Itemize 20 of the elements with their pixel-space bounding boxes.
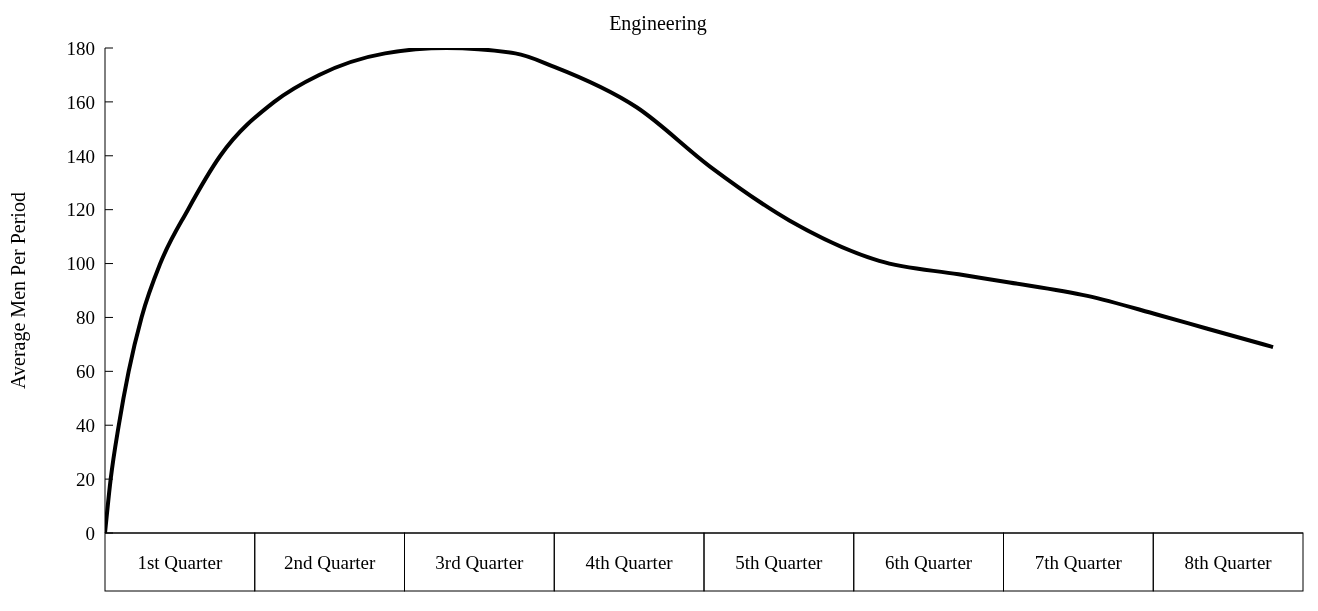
y-tick-label: 60 (76, 361, 95, 383)
y-tick-label: 100 (66, 253, 95, 275)
y-tick-label: 20 (76, 468, 95, 490)
x-tick-label: 3rd Quarter (435, 552, 525, 573)
x-tick-label: 2nd Quarter (283, 552, 376, 573)
x-tick-label: 1st Quarter (137, 552, 224, 573)
y-tick-label: 180 (66, 37, 95, 59)
y-tick-label: 80 (76, 307, 95, 329)
y-axis-title: Average Men Per Period (7, 192, 31, 389)
y-tick-label: 40 (76, 414, 95, 436)
x-tick-label: 8th Quarter (1184, 552, 1273, 573)
chart-title: Engineering (608, 11, 708, 37)
y-tick-label: 160 (66, 91, 95, 113)
y-tick-label: 120 (66, 199, 95, 221)
x-tick-label: 6th Quarter (885, 552, 973, 573)
y-tick-label: 0 (85, 522, 95, 544)
x-tick-label: 4th Quarter (585, 552, 674, 573)
y-tick-label: 140 (66, 145, 95, 167)
x-tick-label: 5th Quarter (735, 552, 824, 573)
x-tick-label: 7th Quarter (1034, 552, 1123, 573)
